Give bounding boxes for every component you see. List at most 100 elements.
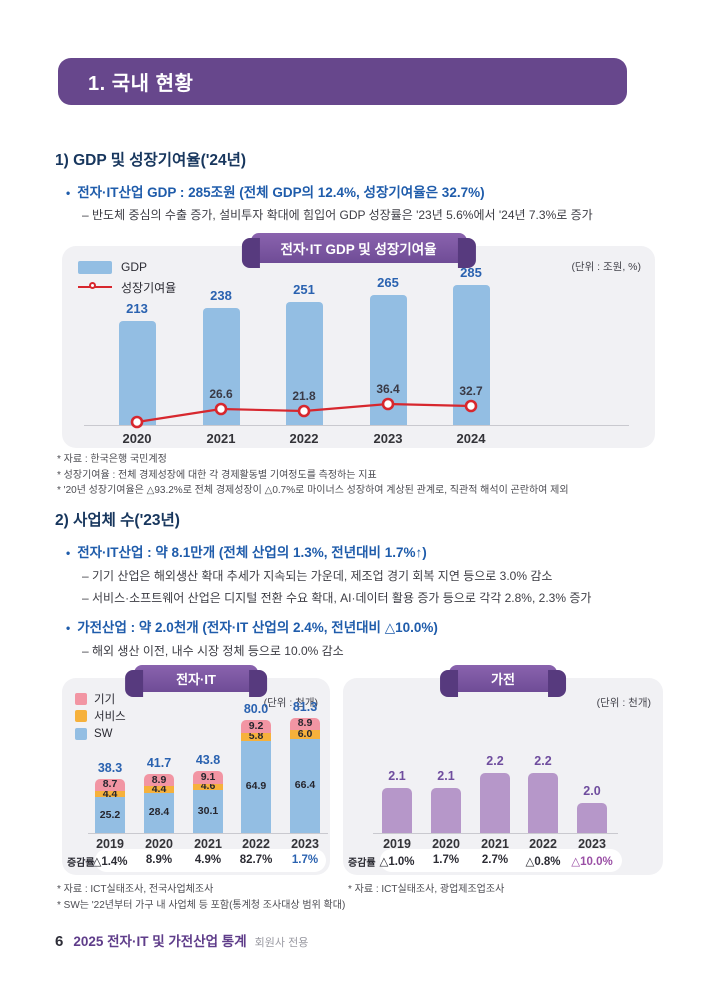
stack-segment: [290, 730, 320, 739]
appliance-chart-x-axis: [373, 833, 618, 834]
gdp-bar-value: 265: [377, 275, 399, 290]
appliance-bar-value: 2.1: [437, 769, 455, 783]
subsection2-bullet-appliance: • 가전산업 : 약 2.0천개 (전자·IT 산업의 2.4%, 전년대비 △1…: [66, 620, 438, 635]
subsection2-bullet-it: • 전자·IT산업 : 약 8.1만개 (전체 산업의 1.3%, 전년대비 1.…: [66, 545, 427, 560]
x-axis-year: 2019: [383, 837, 411, 851]
stack-segment: [144, 786, 174, 793]
change-rate-value: 2.7%: [481, 853, 509, 866]
stack-segment: [193, 770, 223, 784]
section-header-title: 1. 국내 현황: [88, 73, 194, 95]
legend-label-contribution: 성장기여율: [121, 280, 177, 295]
x-axis-year: 2023: [291, 837, 319, 851]
stack-segment: [95, 797, 125, 833]
legend-label-service: 서비스: [94, 711, 126, 724]
stack-segment: [95, 790, 125, 798]
stack-segment: [144, 773, 174, 787]
stack-total: 41.7: [146, 755, 172, 770]
legend-label-gdp: GDP: [121, 260, 148, 274]
bullet-marker: •: [66, 621, 71, 635]
change-rate-value: △10.0%: [571, 855, 613, 868]
gdp-bar: [285, 302, 323, 425]
appliance-bar-value: 2.2: [534, 754, 552, 768]
change-rate-value: 8.9%: [145, 853, 173, 866]
segment-value: 64.9: [245, 780, 267, 793]
it-business-chart-panel: 전자·IT 기기 서비스 SW (단위 : 천개) 25.2 4.4 8.7 38.3…: [62, 665, 330, 875]
gdp-chart-title-ribbon: 전자·IT GDP 및 성장기여율: [241, 233, 476, 268]
segment-value: 30.1: [197, 805, 219, 818]
gdp-bar-value: 213: [126, 301, 148, 316]
appliance-change-row: 증감률 △1.0% 1.7% 2.7% △0.8% △10.0%: [343, 849, 663, 872]
change-rate-value: △1.0%: [379, 855, 415, 868]
stack-segment: [290, 738, 320, 833]
stack-total: 43.8: [195, 752, 221, 767]
gdp-bar-value: 285: [460, 265, 482, 280]
appliance-change-pill: △1.0% 1.7% 2.7% △0.8% △10.0%: [379, 849, 622, 872]
gdp-chart-unit-label: (단위 : 조원, %): [571, 261, 641, 273]
section-header-banner: 1. 국내 현황: [58, 58, 627, 105]
segment-value: 4.4: [151, 783, 167, 796]
segment-value: 9.1: [200, 770, 216, 783]
legend-item-device: 기기: [75, 690, 126, 708]
appliance-bar: [382, 788, 412, 833]
change-rate-value: 4.9%: [194, 853, 222, 866]
contribution-value: 21.8: [292, 389, 316, 403]
contribution-value: 32.7: [459, 384, 483, 398]
subsection2-subbullet-2: – 서비스·소프트웨어 산업은 디지털 전환 수요 확대, AI·데이터 활용 …: [82, 591, 592, 605]
appliance-chart-plot: 2.1 2019 2.1 2020 2.2 2021 2.2 2022 2.0 2023: [343, 678, 663, 875]
appliance-bar: [577, 803, 607, 833]
segment-value: 28.4: [148, 806, 170, 819]
gdp-chart-plot: 213 2020 238 2021 251 2022 265 2023 285 2024 26.6 2…: [62, 246, 655, 448]
change-rate-value: 1.7%: [432, 853, 460, 866]
gdp-chart-panel: 전자·IT GDP 및 성장기여율 GDP 성장기여율 (단위 : 조원, %)…: [62, 233, 655, 448]
it-chart-plot: 25.2 4.4 8.7 38.3 2019 28.4 4.4 8.9 41.7 2020 30.1…: [62, 678, 330, 875]
it-chart-unit-label: (단위 : 천개): [263, 697, 318, 709]
gdp-bar: [118, 321, 156, 425]
contribution-value: 26.6: [209, 387, 233, 401]
page-number: 6: [55, 933, 64, 950]
x-axis-year: 2020: [145, 837, 173, 851]
segment-value: 8.7: [102, 778, 118, 791]
segment-value: 5.8: [248, 730, 264, 743]
appliance-chart-unit-label: (단위 : 천개): [596, 697, 651, 709]
segment-value: 4.4: [102, 787, 118, 800]
x-axis-year: 2019: [96, 837, 124, 851]
it-chart-legend: 기기 서비스 SW: [75, 690, 126, 743]
legend-item-contribution: 성장기여율: [78, 277, 176, 297]
service-swatch-icon: [75, 710, 87, 723]
gdp-chart-x-axis: [84, 425, 629, 426]
it-change-pill: △1.4% 8.9% 4.9% 82.7% 1.7%: [92, 849, 326, 872]
contribution-line: [130, 397, 478, 429]
subsection2-heading: 2) 사업체 수('23년): [55, 512, 180, 529]
stack-segment: [290, 717, 320, 731]
x-axis-year: 2024: [456, 431, 486, 446]
segment-value: 4.6: [200, 780, 216, 793]
appliance-bar-value: 2.2: [486, 754, 504, 768]
subsection1-heading: 1) GDP 및 성장기여율('24년): [55, 152, 247, 169]
segment-value: 6.0: [297, 727, 313, 740]
legend-item-service: 서비스: [75, 708, 126, 726]
legend-label-sw: SW: [94, 727, 113, 740]
change-rate-label: 증감률: [67, 858, 95, 869]
stack-total: 38.3: [97, 760, 123, 775]
change-rate-value: 82.7%: [239, 853, 273, 866]
stack-segment: [144, 792, 174, 833]
segment-value: 25.2: [99, 808, 121, 821]
x-axis-year: 2021: [481, 837, 509, 851]
x-axis-year: 2020: [432, 837, 460, 851]
it-chart-x-axis: [88, 833, 328, 834]
legend-item-gdp: GDP: [78, 257, 176, 277]
appliance-chart-title-ribbon: 가전: [440, 665, 566, 697]
appliance-chart-panel: 가전 (단위 : 천개) 2.1 2019 2.1 2020 2.2 2021 2.2 202…: [343, 665, 663, 875]
subsection2-subbullet-3: – 해외 생산 이전, 내수 시장 정체 등으로 10.0% 감소: [82, 644, 344, 658]
appliance-bar-value: 2.1: [388, 769, 406, 783]
x-axis-year: 2020: [122, 431, 152, 446]
document-subtitle: 회원사 전용: [254, 937, 309, 949]
x-axis-year: 2022: [289, 431, 319, 446]
subsection2-subbullet-1: – 기기 산업은 해외생산 확대 추세가 지속되는 가운데, 제조업 경기 회복…: [82, 569, 553, 583]
it-chart-title-ribbon: 전자·IT: [125, 665, 267, 697]
subsection1-bullet: • 전자·IT산업 GDP : 285조원 (전체 GDP의 12.4%, 성장기…: [66, 185, 485, 200]
gdp-bar-value: 238: [210, 288, 232, 303]
segment-value: 8.9: [151, 773, 167, 786]
page-footer: 6 2025 전자·IT 및 가전산업 통계 회원사 전용: [55, 930, 308, 950]
